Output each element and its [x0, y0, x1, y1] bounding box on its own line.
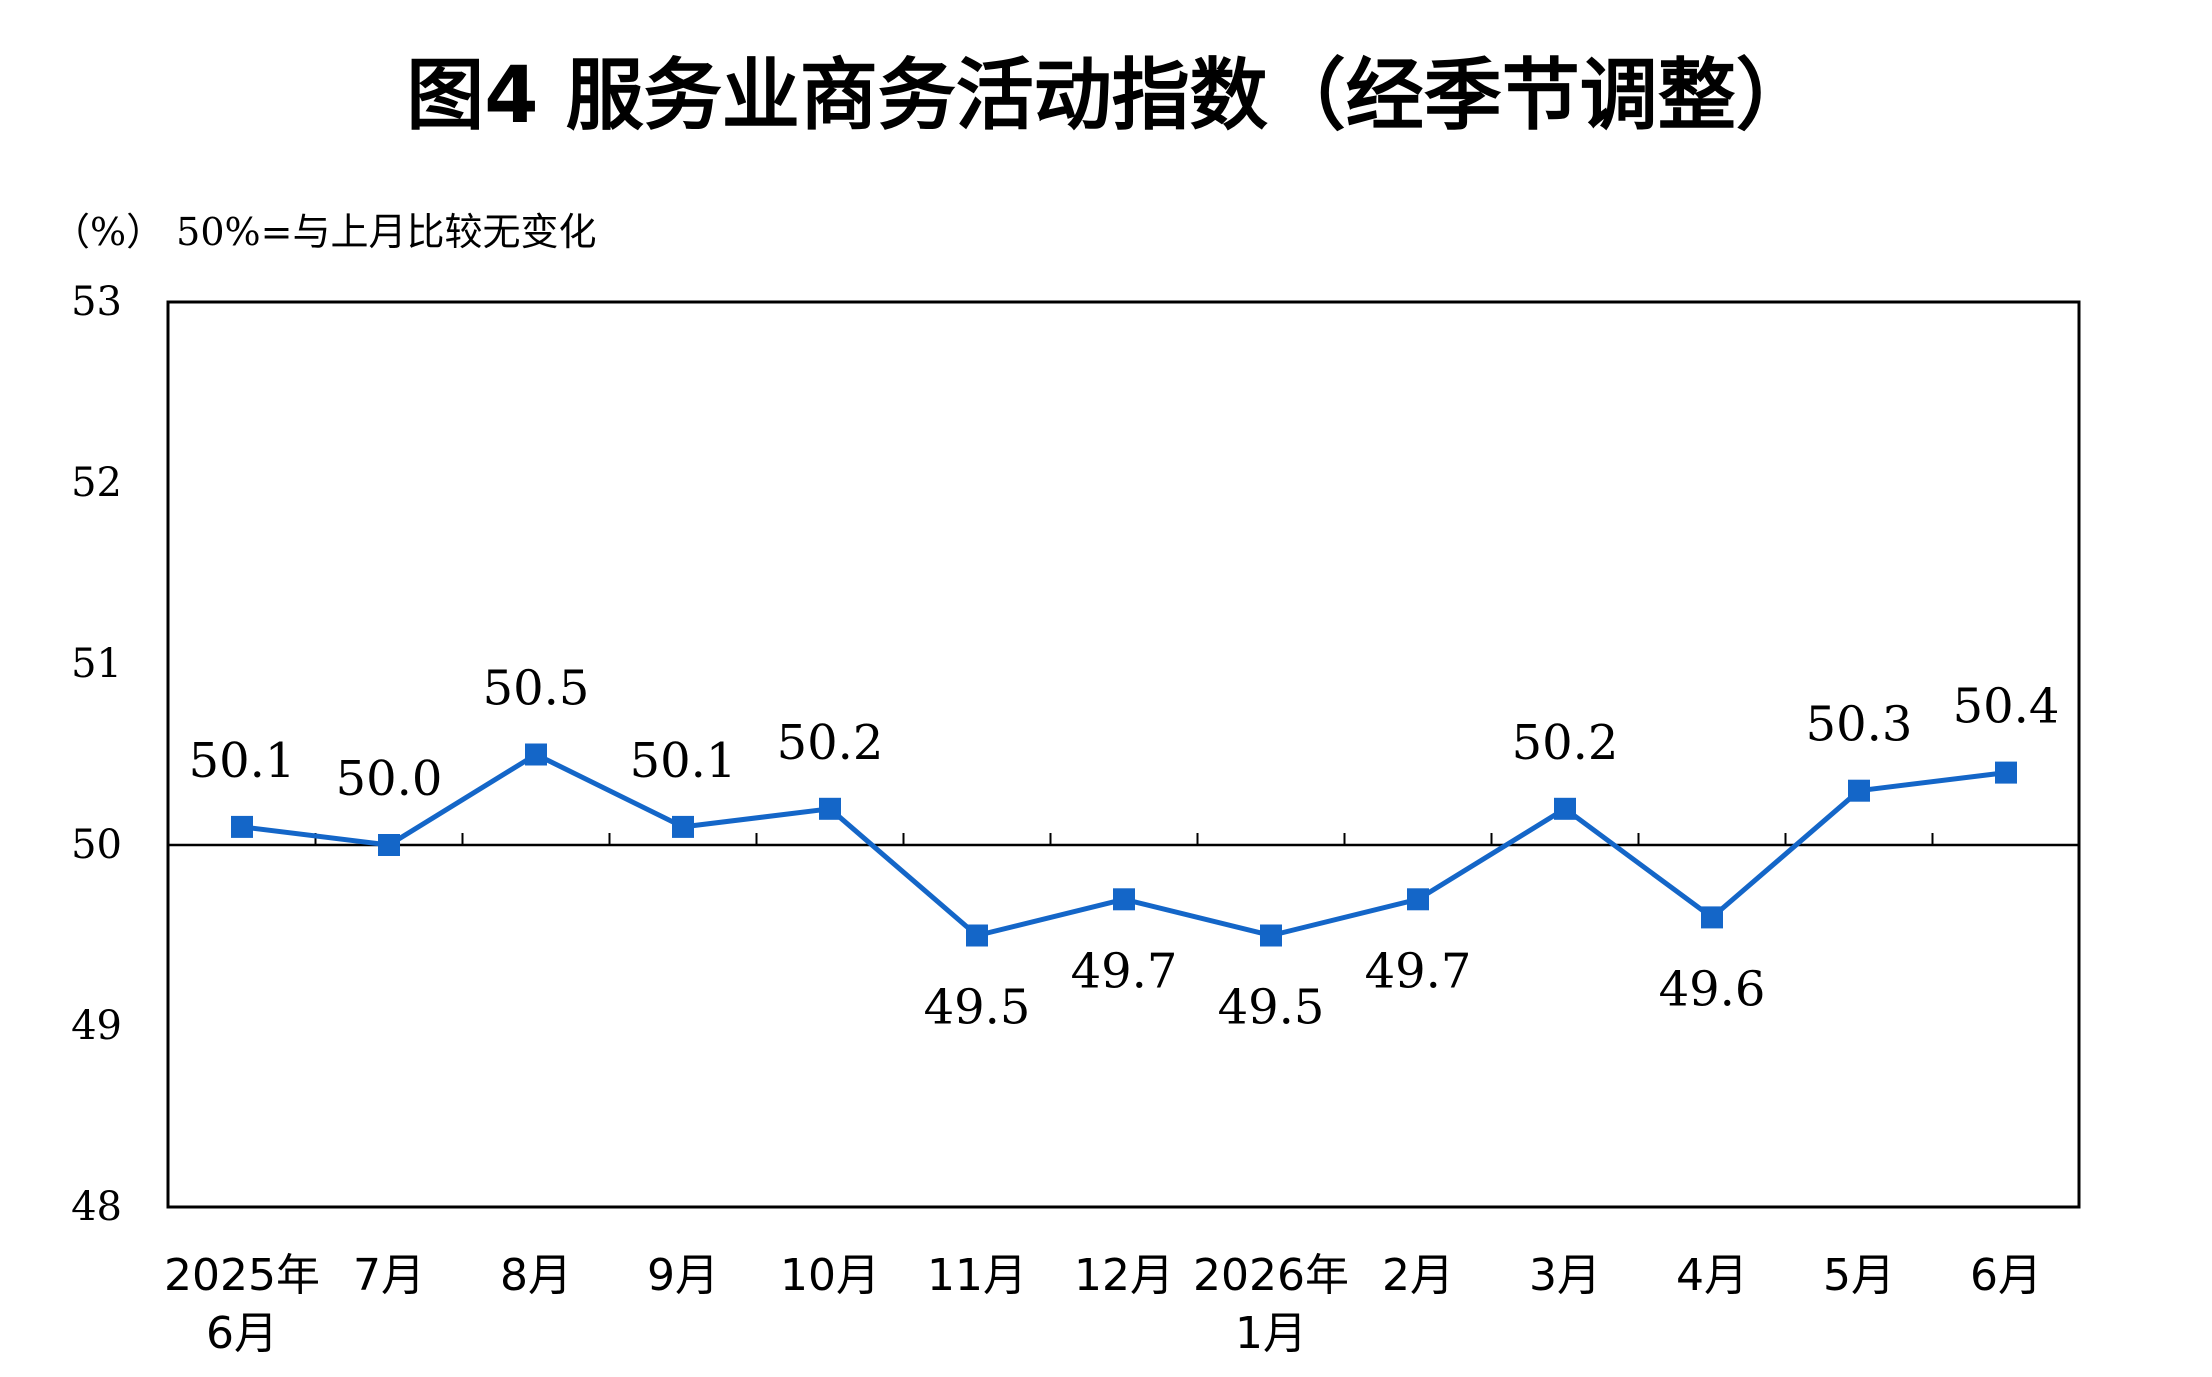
series-marker	[231, 815, 253, 838]
data-label: 49.7	[1365, 943, 1472, 999]
data-label: 50.5	[483, 661, 590, 717]
data-label: 49.5	[1218, 980, 1325, 1036]
x-tick-label: 4月	[1676, 1250, 1748, 1301]
series-marker	[1848, 779, 1870, 802]
x-tick-label: 7月	[353, 1250, 425, 1301]
y-tick-label: 48	[71, 1184, 122, 1230]
data-label: 50.3	[1806, 697, 1913, 753]
x-tick-label: 2025年	[164, 1250, 320, 1301]
x-tick-label: 3月	[1529, 1250, 1601, 1301]
series-marker	[1995, 761, 2017, 784]
x-tick-label: 6月	[206, 1308, 278, 1359]
x-tick-label: 9月	[647, 1250, 719, 1301]
data-labels: 50.1 50.0 50.5 50.1 50.2 49.5 49.7 49.5 49.7 50.2…	[189, 661, 2060, 1036]
data-label: 50.0	[336, 751, 443, 807]
y-axis-ticks: 48 49 50 51 52 53	[71, 279, 122, 1230]
x-axis-ticks	[314, 833, 1934, 845]
x-tick-label: 8月	[500, 1250, 572, 1301]
x-tick-label: 11月	[927, 1250, 1027, 1301]
data-label: 50.2	[777, 715, 884, 771]
chart-title: 图4 服务业商务活动指数（经季节调整）	[406, 51, 1813, 141]
data-label: 50.1	[189, 733, 296, 789]
series-marker	[1113, 888, 1135, 911]
series-marker	[1260, 924, 1282, 947]
series-marker	[525, 743, 547, 766]
x-tick-label: 1月	[1235, 1308, 1307, 1359]
data-label: 50.1	[630, 733, 737, 789]
series-markers	[231, 743, 2017, 947]
y-tick-label: 52	[71, 460, 122, 506]
series-marker	[1701, 906, 1723, 929]
unit-note: （%） 50%=与上月比较无变化	[52, 210, 597, 254]
y-tick-label: 51	[71, 641, 122, 687]
y-tick-label: 53	[71, 279, 122, 325]
series-marker	[819, 797, 841, 820]
data-label: 49.6	[1659, 961, 1766, 1017]
series-marker	[672, 815, 694, 838]
series-marker	[966, 924, 988, 947]
series-marker	[378, 834, 400, 856]
data-label: 50.4	[1953, 679, 2060, 735]
x-axis-labels: 2025年 6月 7月 8月 9月 10月 11月 12月 2026年 1月 2月 3月 4月 5月 6月	[164, 1250, 2042, 1359]
x-tick-label: 2026年	[1193, 1250, 1349, 1301]
x-tick-label: 6月	[1970, 1250, 2042, 1301]
data-label: 50.2	[1512, 715, 1619, 771]
data-label: 49.7	[1071, 943, 1178, 999]
y-tick-label: 49	[71, 1003, 122, 1049]
x-tick-label: 12月	[1074, 1250, 1174, 1301]
x-tick-label: 10月	[780, 1250, 880, 1301]
plot-frame	[166, 300, 2081, 1209]
series-marker	[1554, 797, 1576, 820]
data-label: 49.5	[924, 980, 1031, 1036]
y-tick-label: 50	[71, 822, 122, 868]
series-marker	[1407, 888, 1429, 911]
x-tick-label: 2月	[1382, 1250, 1454, 1301]
x-tick-label: 5月	[1823, 1250, 1895, 1301]
